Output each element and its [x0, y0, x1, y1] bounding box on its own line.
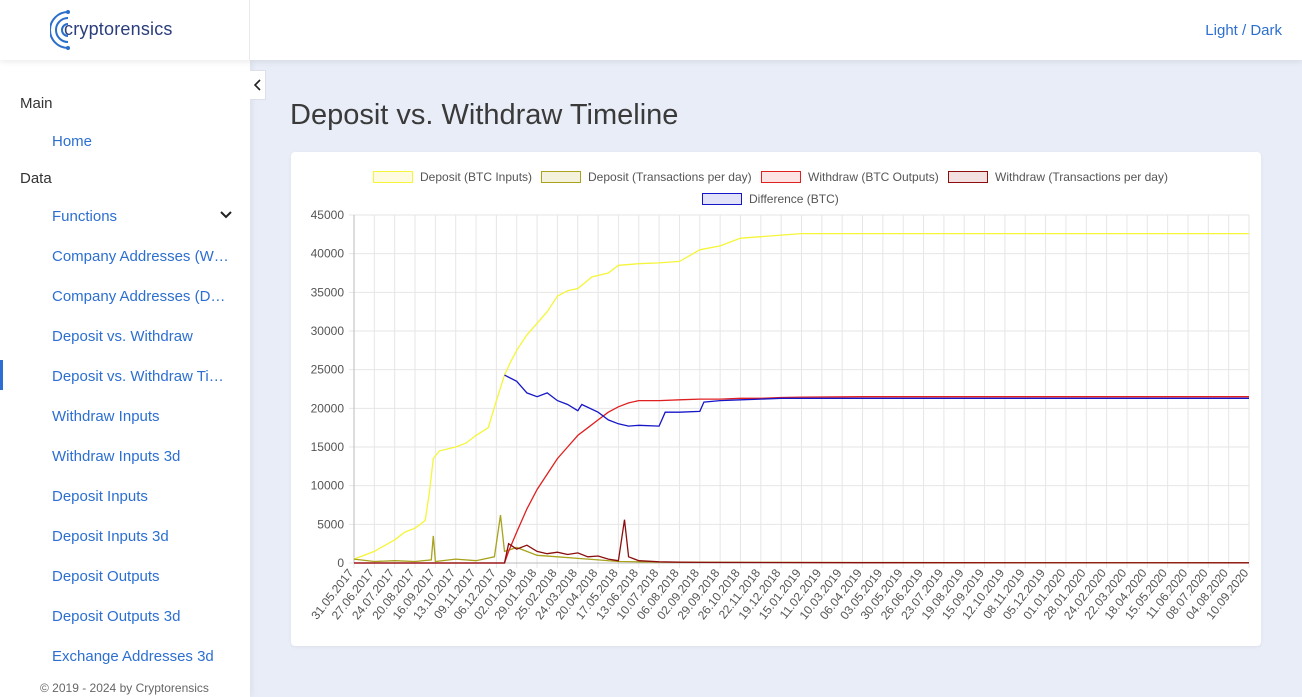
sidebar: Main Home Data Functions Company Address… — [0, 60, 250, 697]
sidebar-item-exchange-addresses-3d[interactable]: Exchange Addresses 3d — [52, 648, 214, 665]
sidebar-item-deposit-vs-withdraw-timeline[interactable]: Deposit vs. Withdraw Timeline — [52, 368, 232, 385]
y-tick-label: 5000 — [317, 517, 344, 531]
active-item-indicator — [0, 360, 3, 390]
legend-item[interactable]: Deposit (BTC Inputs) — [373, 170, 532, 184]
series-line-4 — [504, 374, 1249, 427]
legend-label: Withdraw (Transactions per day) — [995, 170, 1168, 184]
sidebar-item-deposit-outputs[interactable]: Deposit Outputs — [52, 568, 160, 585]
sidebar-item-deposit-outputs-3d[interactable]: Deposit Outputs 3d — [52, 608, 181, 625]
chevron-left-icon — [253, 79, 261, 91]
logo-icon — [50, 10, 70, 50]
y-tick-label: 40000 — [311, 247, 345, 261]
legend-swatch — [761, 171, 801, 183]
sidebar-item-withdraw-inputs-3d[interactable]: Withdraw Inputs 3d — [52, 448, 181, 465]
footer-copyright: © 2019 - 2024 by Cryptorensics — [40, 681, 209, 695]
sidebar-item-company-addresses-deposit[interactable]: Company Addresses (Deposit) — [52, 288, 232, 305]
legend-label: Difference (BTC) — [749, 192, 839, 206]
series-line-3 — [354, 519, 1250, 564]
sidebar-section-main: Main — [20, 95, 53, 112]
sidebar-item-home[interactable]: Home — [52, 133, 93, 150]
top-header: cryptorensics Light / Dark — [0, 0, 1302, 60]
brand-name[interactable]: cryptorensics — [64, 19, 173, 39]
y-tick-label: 10000 — [311, 479, 345, 493]
sidebar-item-withdraw-inputs[interactable]: Withdraw Inputs — [52, 408, 160, 425]
y-tick-label: 35000 — [311, 285, 345, 299]
legend-item[interactable]: Difference (BTC) — [702, 192, 839, 206]
legend-item[interactable]: Deposit (Transactions per day) — [541, 170, 752, 184]
sidebar-item-deposit-inputs[interactable]: Deposit Inputs — [52, 488, 148, 505]
chart-card: Deposit (BTC Inputs) Deposit (Transaction… — [291, 152, 1261, 646]
sidebar-section-data: Data — [20, 170, 52, 187]
legend-item[interactable]: Withdraw (Transactions per day) — [948, 170, 1168, 184]
legend-label: Deposit (BTC Inputs) — [420, 170, 533, 184]
legend-item[interactable]: Withdraw (BTC Outputs) — [761, 170, 939, 184]
y-tick-label: 0 — [337, 556, 344, 570]
series-line-2 — [354, 396, 1249, 564]
legend-swatch — [948, 171, 988, 183]
page-title: Deposit vs. Withdraw Timeline — [290, 99, 679, 131]
legend-swatch — [373, 171, 413, 183]
brand-area: cryptorensics — [0, 0, 250, 60]
y-tick-label: 25000 — [311, 363, 345, 377]
series-line-0 — [353, 232, 1249, 560]
legend-label: Deposit (Transactions per day) — [588, 170, 752, 184]
y-tick-label: 30000 — [311, 324, 345, 338]
sidebar-item-deposit-inputs-3d[interactable]: Deposit Inputs 3d — [52, 528, 169, 545]
y-tick-label: 45000 — [311, 208, 345, 222]
theme-toggle-link[interactable]: Light / Dark — [1205, 22, 1282, 39]
sidebar-collapse-button[interactable] — [250, 70, 266, 100]
sidebar-item-company-addresses-withdraw[interactable]: Company Addresses (Withdraw) — [52, 248, 232, 265]
y-tick-label: 15000 — [311, 440, 345, 454]
y-tick-label: 20000 — [311, 401, 345, 415]
legend-swatch — [702, 193, 742, 205]
legend-label: Withdraw (BTC Outputs) — [808, 170, 939, 184]
timeline-chart: 0 5000 10000 15000 20000 25000 30000 35000 40000… — [308, 208, 1251, 622]
chevron-down-icon[interactable] — [219, 208, 233, 222]
sidebar-item-deposit-vs-withdraw[interactable]: Deposit vs. Withdraw — [52, 328, 193, 345]
sidebar-item-functions[interactable]: Functions — [52, 208, 118, 225]
legend-swatch — [541, 171, 581, 183]
